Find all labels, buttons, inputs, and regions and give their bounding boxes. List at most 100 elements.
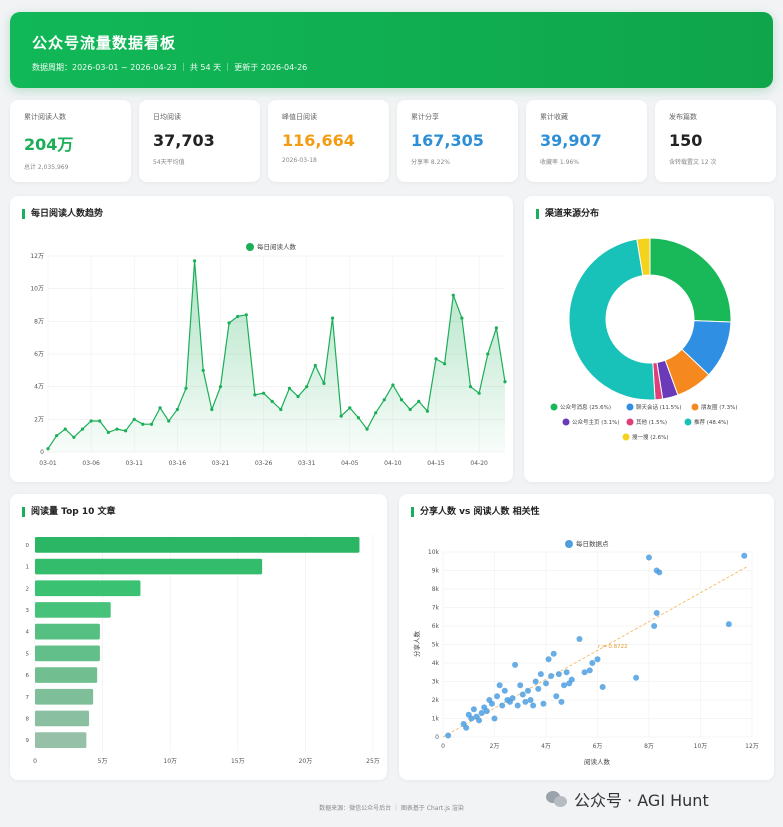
scatter-point	[558, 698, 565, 705]
donut-slice	[636, 237, 651, 277]
trend-point	[339, 414, 343, 418]
y-tick-label: 2k	[432, 697, 440, 704]
donut-legend-swatch	[562, 418, 570, 426]
trend-point	[270, 399, 274, 403]
x-tick-label: 2万	[490, 743, 500, 750]
trend-point	[184, 386, 188, 390]
kpi-card: 日均阅读 37,703 54天平均值	[139, 100, 260, 182]
scatter-point	[555, 671, 562, 678]
page-title: 公众号流量数据看板	[32, 34, 177, 52]
top10-card-title: 阅读量 Top 10 文章	[22, 507, 116, 517]
correlation-annotation: r = 0.8722	[598, 644, 628, 650]
y-tick-label: 9	[26, 738, 30, 744]
trend-point	[236, 314, 240, 319]
trend-point	[158, 406, 162, 410]
trend-point	[261, 391, 266, 395]
kpi-value: 39,907	[540, 131, 602, 150]
bar	[35, 537, 360, 553]
scatter-point	[537, 671, 544, 678]
trend-card: 每日阅读人数趋势 0 2万 4万 6万 8万 10万 12万 03-01 03-06 03-11 0…	[10, 196, 513, 482]
x-tick-label: 03-06	[82, 460, 100, 467]
kpi-card: 累计分享 167,305 分享率 8.22%	[397, 100, 518, 182]
x-tick-label: 04-20	[470, 460, 488, 467]
trend-point	[365, 427, 369, 431]
kpi-sub: 分享率 8.22%	[411, 159, 450, 166]
trend-point	[486, 352, 490, 356]
trend-point	[305, 385, 309, 389]
x-tick-label: 0	[33, 758, 37, 765]
x-tick-label: 6万	[593, 743, 603, 750]
scatter-point	[589, 660, 596, 666]
scatter-point	[445, 732, 452, 739]
scatter-point	[550, 650, 557, 657]
trend-point	[425, 409, 429, 413]
trend-point	[201, 368, 205, 372]
scatter-point	[545, 656, 552, 663]
legend-swatch	[565, 540, 573, 548]
trend-point	[451, 293, 455, 297]
donut-legend-swatch	[684, 418, 692, 426]
x-tick-label: 04-15	[427, 460, 445, 467]
scatter-point	[599, 684, 606, 691]
legend-label: 每日阅读人数	[257, 242, 297, 251]
scatter-point	[519, 691, 526, 698]
donut-legend-label: 朋友圈 (7.3%)	[701, 403, 738, 411]
x-tick-label: 5万	[98, 758, 108, 765]
y-tick-label: 4	[26, 630, 30, 636]
bar	[35, 710, 90, 727]
kpi-label: 发布篇数	[669, 113, 697, 121]
scatter-point	[563, 669, 570, 676]
trend-point	[98, 419, 102, 423]
kpi-card: 发布篇数 150 含转载置文 12 次	[655, 100, 776, 182]
trend-card-title: 每日阅读人数趋势	[22, 209, 103, 219]
bar	[35, 732, 87, 748]
trend-point	[434, 357, 438, 361]
x-tick-label: 10万	[163, 758, 177, 765]
donut-legend-label: 公众号消息 (25.6%)	[560, 403, 611, 411]
y-tick-label: 5k	[432, 642, 440, 649]
scatter-point	[548, 672, 555, 679]
donut-legend-label: 其他 (1.5%)	[636, 418, 667, 426]
kpi-sub: 收藏率 1.96%	[540, 159, 579, 166]
scatter-point	[496, 682, 503, 689]
scatter-point	[576, 635, 583, 642]
trend-point	[124, 429, 128, 433]
trend-point	[141, 422, 145, 426]
trend-point	[115, 427, 119, 431]
y-tick-label: 5	[26, 651, 30, 657]
x-tick-label: 03-16	[169, 460, 187, 467]
scatter-point	[581, 669, 588, 676]
bar	[35, 602, 111, 618]
scatter-point	[651, 623, 658, 629]
x-tick-label: 03-21	[212, 460, 230, 467]
kpi-label: 累计阅读人数	[24, 113, 66, 121]
trend-point	[132, 417, 136, 421]
x-tick-label: 04-05	[341, 460, 359, 467]
scatter-point	[524, 687, 531, 694]
trend-point	[63, 427, 67, 431]
y-axis-label: 分享人数	[412, 631, 421, 658]
trend-point	[218, 385, 223, 389]
scatter-point	[633, 674, 640, 681]
trend-point	[244, 313, 248, 317]
scatter-point	[478, 709, 485, 716]
donut-legend-label: 推荐 (48.4%)	[694, 418, 729, 426]
scatter-point	[470, 706, 477, 713]
trend-point	[399, 398, 404, 402]
x-tick-label: 8万	[644, 743, 654, 750]
bar	[35, 623, 100, 640]
trend-point	[503, 380, 507, 384]
bar	[35, 580, 141, 597]
trend-point	[356, 416, 361, 420]
x-tick-label: 03-26	[255, 460, 273, 467]
y-tick-label: 2万	[34, 416, 44, 423]
kpi-sub: 含转载置文 12 次	[669, 159, 717, 166]
bar	[35, 645, 100, 662]
scatter-point	[553, 693, 560, 700]
trend-point	[494, 326, 498, 330]
trend-point	[149, 422, 154, 426]
y-tick-label: 0	[40, 449, 44, 456]
kpi-label: 日均阅读	[153, 113, 181, 121]
scatter-point	[512, 661, 519, 668]
scatter-point	[568, 676, 575, 683]
